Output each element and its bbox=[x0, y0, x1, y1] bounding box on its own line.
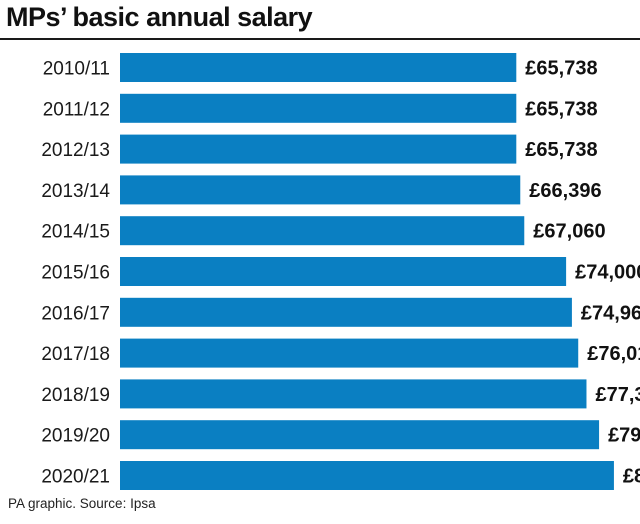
bar bbox=[120, 461, 614, 490]
value-label: £65,738 bbox=[525, 139, 597, 161]
bar bbox=[120, 420, 600, 450]
value-label: £74,000 bbox=[575, 262, 640, 284]
category-label: 2019/20 bbox=[41, 426, 110, 447]
bar bbox=[120, 216, 525, 246]
category-label: 2012/13 bbox=[41, 140, 110, 161]
value-label: £79,468 bbox=[608, 425, 640, 447]
category-label: 2017/18 bbox=[41, 344, 110, 365]
bar bbox=[120, 134, 517, 164]
value-label: £67,060 bbox=[533, 221, 605, 243]
category-label: 2015/16 bbox=[41, 263, 110, 284]
source-note: PA graphic. Source: Ipsa bbox=[8, 496, 156, 511]
value-label: £66,396 bbox=[529, 180, 601, 202]
bar bbox=[120, 338, 579, 368]
bar bbox=[120, 53, 517, 82]
value-label: £74,962 bbox=[581, 302, 640, 324]
value-label: £81,932 bbox=[623, 466, 640, 488]
category-label: 2020/21 bbox=[41, 467, 110, 488]
value-label: £76,011 bbox=[587, 343, 640, 365]
category-label: 2011/12 bbox=[43, 99, 110, 120]
value-label: £77,379 bbox=[595, 384, 640, 406]
category-label: 2013/14 bbox=[41, 181, 110, 202]
title-divider bbox=[0, 38, 640, 40]
bar bbox=[120, 257, 567, 286]
value-label: £65,738 bbox=[525, 58, 597, 80]
category-label: 2010/11 bbox=[43, 59, 110, 80]
category-label: 2018/19 bbox=[41, 385, 110, 406]
bar-chart: 2010/11 £65,738 2011/12 £65,738 2012/13 £65,7… bbox=[41, 53, 640, 490]
value-label: £65,738 bbox=[525, 98, 597, 120]
chart-title: MPs’ basic annual salary bbox=[6, 2, 313, 32]
bar bbox=[120, 93, 517, 123]
category-label: 2014/15 bbox=[41, 222, 110, 243]
bar bbox=[120, 175, 521, 205]
bar bbox=[120, 379, 587, 409]
category-label: 2016/17 bbox=[41, 303, 110, 324]
bar bbox=[120, 297, 572, 327]
